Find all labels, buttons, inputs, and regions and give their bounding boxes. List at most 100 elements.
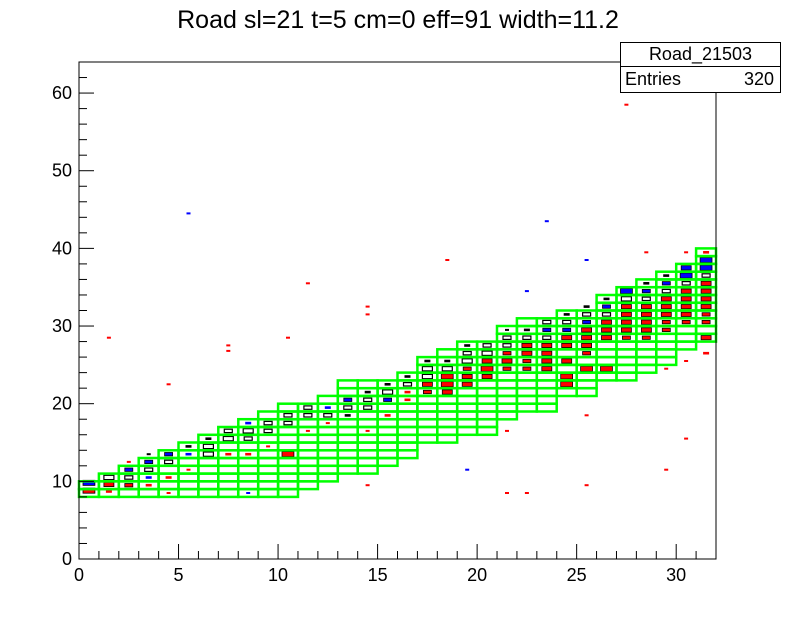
hit-box-black bbox=[421, 373, 433, 380]
hit-box-red bbox=[145, 483, 152, 487]
road-cell bbox=[356, 379, 379, 390]
hit-box-red bbox=[621, 304, 632, 310]
hit-box-black bbox=[242, 428, 254, 434]
hit-box-black bbox=[222, 435, 234, 442]
hit-box-red bbox=[541, 342, 553, 348]
hit-box-red bbox=[266, 445, 271, 448]
road-cell bbox=[515, 317, 539, 328]
hit-boxes bbox=[82, 103, 713, 494]
hit-box-black bbox=[363, 397, 373, 403]
y-tick-label: 60 bbox=[52, 83, 72, 103]
hit-box-blue bbox=[544, 220, 549, 223]
hit-box-black bbox=[464, 344, 471, 347]
hit-box-red bbox=[365, 305, 370, 308]
hit-box-black bbox=[404, 375, 411, 378]
hit-box-red bbox=[281, 451, 295, 458]
hit-box-black bbox=[563, 313, 570, 316]
hit-box-red bbox=[441, 389, 453, 395]
hit-box-red bbox=[680, 296, 692, 302]
hit-box-black bbox=[542, 335, 552, 341]
hit-box-black bbox=[263, 428, 273, 434]
road-cell bbox=[535, 317, 558, 328]
hit-box-black bbox=[124, 475, 134, 480]
hit-box-red bbox=[560, 381, 574, 388]
x-tick-label: 25 bbox=[567, 565, 587, 585]
hit-box-red bbox=[680, 304, 692, 310]
hit-box-black bbox=[364, 390, 371, 394]
hit-box-blue bbox=[524, 290, 529, 293]
x-tick-label: 15 bbox=[368, 565, 388, 585]
hit-box-red bbox=[305, 429, 310, 432]
hit-box-black bbox=[620, 296, 633, 302]
hit-box-red bbox=[680, 311, 692, 317]
hit-box-red bbox=[501, 358, 513, 364]
hit-box-black bbox=[502, 343, 512, 348]
hit-box-black bbox=[641, 296, 651, 302]
hit-box-blue bbox=[641, 288, 651, 294]
road-cell bbox=[316, 394, 340, 405]
hit-box-red bbox=[681, 319, 691, 325]
hit-box-red bbox=[641, 319, 652, 325]
hit-box-black bbox=[583, 305, 590, 308]
hit-box-blue bbox=[699, 264, 713, 271]
hit-box-red bbox=[305, 282, 310, 285]
hit-box-black bbox=[144, 467, 154, 473]
y-axis: 0 10 20 30 40 50 60 bbox=[52, 61, 94, 569]
hit-box-black bbox=[103, 474, 115, 481]
hit-box-black bbox=[701, 273, 711, 278]
hit-box-black bbox=[363, 405, 373, 410]
hit-box-red bbox=[701, 319, 711, 325]
hit-box-red bbox=[641, 311, 652, 317]
hit-box-red bbox=[700, 304, 712, 310]
hit-box-red bbox=[226, 344, 231, 347]
hit-box-red bbox=[325, 422, 330, 425]
hit-box-red bbox=[644, 251, 649, 254]
hit-box-red bbox=[582, 351, 591, 356]
hit-box-red bbox=[661, 327, 671, 333]
hit-box-black bbox=[482, 343, 492, 348]
hit-box-red bbox=[502, 351, 512, 356]
x-tick-label: 0 bbox=[74, 565, 84, 585]
hit-box-black bbox=[581, 312, 592, 317]
hit-box-blue bbox=[562, 327, 572, 333]
hit-box-red bbox=[664, 367, 669, 370]
hit-box-black bbox=[283, 413, 293, 418]
hit-box-red bbox=[684, 437, 689, 440]
hit-box-red bbox=[700, 335, 712, 341]
hit-box-red bbox=[660, 304, 672, 310]
hit-box-red bbox=[641, 304, 652, 310]
hit-box-black bbox=[205, 437, 212, 440]
y-tick-label: 10 bbox=[52, 471, 72, 491]
hit-box-black bbox=[523, 328, 530, 332]
hit-box-red bbox=[621, 311, 632, 317]
hit-box-red bbox=[621, 327, 632, 333]
x-tick-label: 5 bbox=[174, 565, 184, 585]
hit-box-red bbox=[505, 429, 509, 432]
hit-box-red bbox=[561, 342, 573, 348]
hit-box-red bbox=[186, 468, 191, 471]
hit-box-red bbox=[601, 335, 612, 341]
hit-box-red bbox=[522, 358, 532, 364]
hit-box-black bbox=[461, 358, 473, 364]
hit-box-blue bbox=[661, 281, 671, 286]
hit-box-blue bbox=[145, 476, 152, 479]
hit-box-blue bbox=[124, 467, 134, 472]
hit-box-red bbox=[541, 358, 553, 364]
hit-box-red bbox=[684, 251, 689, 254]
hit-box-black bbox=[601, 312, 612, 317]
hit-box-black bbox=[323, 413, 333, 418]
hit-box-blue bbox=[245, 421, 252, 425]
hit-box-red bbox=[521, 350, 533, 356]
hit-box-red bbox=[584, 414, 589, 417]
hit-box-red bbox=[103, 481, 115, 487]
hit-box-red bbox=[621, 319, 632, 325]
hit-box-red bbox=[461, 373, 473, 380]
hit-box-black bbox=[603, 297, 610, 301]
hit-box-red bbox=[502, 366, 512, 371]
hit-box-blue bbox=[164, 452, 174, 457]
hit-box-red bbox=[541, 366, 553, 372]
hit-box-red bbox=[365, 313, 370, 316]
hit-box-red bbox=[166, 383, 171, 386]
hit-box-red bbox=[700, 288, 712, 294]
y-tick-label: 20 bbox=[52, 394, 72, 414]
